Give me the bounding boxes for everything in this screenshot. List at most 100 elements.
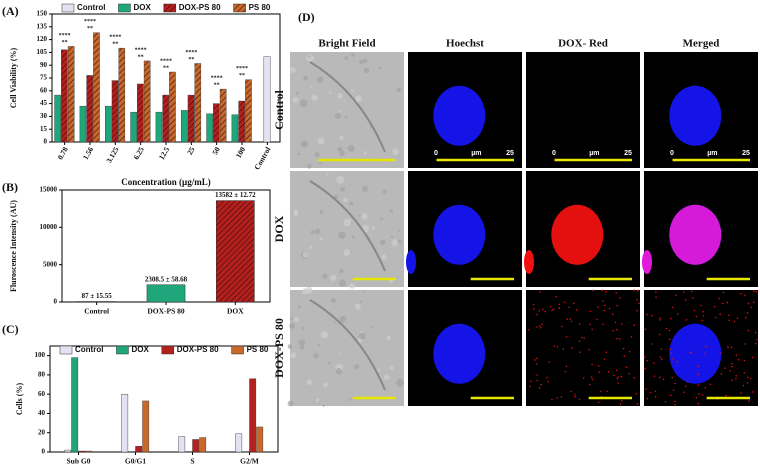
- dox-speckle: [536, 357, 538, 360]
- micrograph: 0 µm 25: [408, 52, 522, 168]
- dox-speckle: [616, 337, 618, 340]
- texture: [319, 161, 322, 164]
- texture: [343, 99, 346, 102]
- bar: [263, 56, 271, 143]
- dox-speckle: [601, 289, 604, 292]
- texture: [320, 331, 329, 339]
- texture: [339, 135, 344, 140]
- texture: [348, 398, 352, 401]
- texture: [306, 53, 314, 62]
- dox-speckle: [668, 338, 671, 341]
- dox-speckle: [604, 304, 606, 307]
- dox-speckle: [620, 323, 623, 325]
- dox-speckle: [558, 303, 561, 306]
- dox-speckle: [693, 309, 696, 312]
- dox-speckle: [735, 354, 738, 356]
- texture: [320, 237, 323, 241]
- texture: [319, 209, 324, 214]
- dox-speckle: [669, 317, 672, 320]
- bar: [194, 63, 202, 143]
- texture: [359, 300, 362, 303]
- x-tick-label: Control: [84, 307, 109, 316]
- micrograph: [524, 171, 640, 287]
- micrograph: [642, 171, 758, 287]
- texture: [299, 345, 305, 350]
- dox-speckle: [616, 377, 619, 380]
- bar: [238, 100, 245, 143]
- legend-swatch: [161, 345, 175, 355]
- texture: [355, 95, 363, 102]
- dox-speckle: [578, 351, 581, 353]
- row-label: Control: [272, 89, 286, 129]
- column-label: Hoechst: [446, 38, 484, 50]
- dox-speckle: [633, 376, 636, 379]
- dox-speckle: [671, 357, 674, 360]
- dox-speckle: [704, 352, 707, 355]
- significance-label: ****: [109, 35, 121, 41]
- nucleus: [433, 323, 486, 384]
- dox-speckle: [575, 309, 578, 311]
- dox-speckle: [636, 403, 639, 405]
- dox-speckle: [628, 372, 631, 375]
- dox-speckle: [605, 351, 608, 353]
- legend-label: DOX: [133, 3, 151, 12]
- dox-speckle: [558, 307, 561, 309]
- texture: [326, 173, 329, 176]
- texture: [344, 56, 349, 60]
- y-axis-label: Cells (%): [15, 383, 24, 416]
- legend-swatch: [116, 345, 129, 355]
- dox-speckle: [597, 306, 599, 308]
- texture: [300, 140, 308, 148]
- scale-label: 0: [670, 150, 674, 157]
- texture: [351, 52, 356, 57]
- dox-speckle: [665, 327, 668, 330]
- row-label: DOX-PS 80: [272, 318, 286, 378]
- texture: [386, 335, 392, 341]
- micrograph: [290, 171, 404, 289]
- x-tick-label: S: [190, 457, 194, 466]
- dox-speckle: [684, 299, 687, 301]
- texture: [306, 379, 313, 386]
- texture: [398, 229, 401, 232]
- dox-speckle: [590, 376, 593, 379]
- dox-speckle: [676, 313, 679, 315]
- dox-speckle: [654, 390, 657, 393]
- dox-speckle: [560, 396, 563, 398]
- micrograph: 0 µm 25: [644, 52, 758, 168]
- dox-speckle: [580, 336, 583, 339]
- texture: [358, 332, 366, 340]
- texture: [303, 75, 308, 81]
- dox-speckle: [615, 369, 618, 372]
- dox-speckle: [563, 301, 566, 303]
- dox-speckle: [685, 318, 688, 321]
- texture: [349, 201, 354, 206]
- texture: [354, 303, 361, 310]
- texture: [350, 88, 354, 92]
- bar: [104, 105, 112, 143]
- dox-speckle: [659, 376, 661, 379]
- y-tick-label: 20: [38, 428, 46, 436]
- legend-label: Control: [77, 3, 105, 12]
- dox-speckle: [748, 400, 750, 402]
- dox-speckle: [731, 365, 733, 368]
- dox-speckle: [736, 317, 739, 320]
- dox-speckle: [690, 290, 693, 293]
- scale-label: µm: [589, 150, 599, 157]
- dox-speckle: [671, 306, 674, 309]
- micrograph: [406, 171, 522, 287]
- texture: [371, 326, 374, 329]
- dox-speckle: [532, 303, 535, 306]
- dox-speckle: [718, 297, 720, 300]
- dox-speckle: [658, 319, 661, 321]
- texture: [344, 115, 348, 119]
- dox-speckle: [654, 396, 657, 398]
- dox-speckle: [551, 309, 553, 312]
- legend-label: DOX: [131, 345, 149, 354]
- dox-speckle: [674, 400, 676, 403]
- dox-speckle: [751, 356, 754, 359]
- texture: [377, 368, 381, 372]
- dox-speckle: [742, 384, 745, 387]
- bar: [256, 426, 264, 453]
- texture: [339, 352, 342, 355]
- dox-speckle: [743, 371, 746, 374]
